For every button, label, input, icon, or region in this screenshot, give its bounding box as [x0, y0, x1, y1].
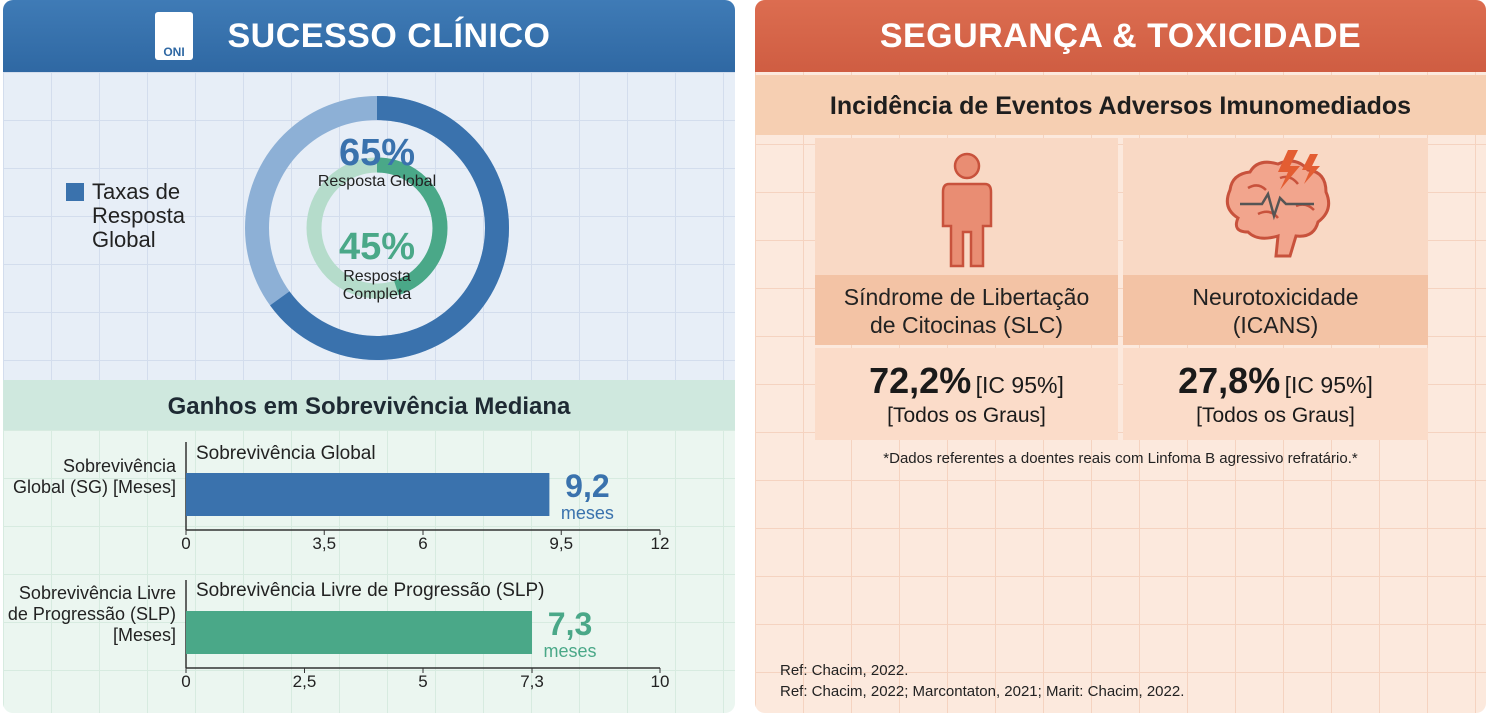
value-label: 7,3 [548, 606, 592, 642]
right-title: SEGURANÇA & TOXICIDADE [879, 17, 1362, 55]
person-icon [941, 152, 993, 268]
value-label: 9,2 [565, 468, 609, 504]
legend-label: Taxas de Resposta Global [92, 179, 185, 252]
reference: Ref: Chacim, 2022. [780, 662, 909, 679]
bar-title: Sobrevivência Global [196, 443, 376, 464]
x-tick-label: 5 [418, 672, 427, 691]
left-title: SUCESSO CLÍNICO [227, 17, 551, 55]
icon-area [1123, 138, 1428, 275]
card-ci: [IC 95%] [975, 372, 1064, 398]
donut-value-label: 45% [338, 226, 416, 268]
y-axis-label: Sobrevivência Livre de Progressão (SLP) … [7, 583, 176, 645]
legend-swatch [66, 183, 84, 201]
donut-category: Resposta Global [317, 173, 437, 190]
unit-label: meses [561, 503, 614, 523]
card-label-text: Neurotoxicidade (ICANS) [1192, 284, 1359, 338]
card-label: Síndrome de Libertação de Citocinas (SLC… [815, 275, 1118, 345]
x-tick-label: 0 [181, 672, 190, 691]
x-tick-label: 10 [651, 672, 670, 691]
x-tick-label: 6 [418, 534, 427, 553]
footnote: *Dados referentes a doentes reais com Li… [883, 450, 1358, 467]
card-grades: [Todos os Graus] [1196, 404, 1355, 427]
y-axis-label: Sobrevivência Global (SG) [Meses] [12, 456, 176, 497]
donut-category: Resposta Completa [342, 268, 412, 303]
x-tick-label: 0 [181, 534, 190, 553]
x-tick-label: 2,5 [293, 672, 317, 691]
donut-area [3, 72, 735, 380]
left-panel: SUCESSO CLÍNICO ONI Ganhos em Sobrevivên… [3, 0, 735, 713]
logo-text: ONI [163, 45, 185, 59]
card-label: Neurotoxicidade (ICANS) [1123, 275, 1428, 345]
section-title: Ganhos em Sobrevivência Mediana [167, 393, 571, 420]
unit-label: meses [544, 641, 597, 661]
x-tick-label: 3,5 [312, 534, 336, 553]
bar [186, 611, 533, 654]
card-value-area: 27,8% [IC 95%] [Todos os Graus] [1123, 348, 1428, 440]
icon-area [815, 138, 1118, 275]
card: Síndrome de Libertação de Citocinas (SLC… [815, 138, 1118, 440]
bar [186, 473, 550, 516]
bar-title: Sobrevivência Livre de Progressão (SLP) [196, 580, 545, 601]
right-panel: SEGURANÇA & TOXICIDADE Incidência de Eve… [755, 0, 1486, 713]
subtitle-band: Incidência de Eventos Adversos Imunomedi… [755, 75, 1486, 135]
x-tick-label: 9,5 [549, 534, 573, 553]
card-label-text: Síndrome de Libertação de Citocinas (SLC… [843, 284, 1090, 338]
card-grades: [Todos os Graus] [887, 404, 1046, 427]
card-value: 72,2% [869, 360, 972, 401]
left-header: SUCESSO CLÍNICO [3, 0, 735, 72]
x-tick-label: 12 [651, 534, 670, 553]
card: Neurotoxicidade (ICANS) 27,8% [IC 95%] [… [1123, 138, 1428, 440]
x-tick-label: 7,3 [520, 672, 544, 691]
logo: ONI [155, 12, 193, 60]
right-subtitle: Incidência de Eventos Adversos Imunomedi… [829, 92, 1412, 120]
card-value: 27,8% [1178, 360, 1281, 401]
card-value-area: 72,2% [IC 95%] [Todos os Graus] [815, 348, 1118, 440]
donut-arc [245, 96, 509, 360]
card-ci: [IC 95%] [1284, 372, 1373, 398]
section-header: Ganhos em Sobrevivência Mediana [3, 380, 735, 430]
donut-value-label: 65% [338, 132, 416, 174]
reference: Ref: Chacim, 2022; Marcontaton, 2021; Ma… [780, 683, 1185, 700]
donut-arc [306, 157, 448, 299]
brain-icon [1225, 150, 1331, 258]
right-header: SEGURANÇA & TOXICIDADE [755, 0, 1486, 72]
